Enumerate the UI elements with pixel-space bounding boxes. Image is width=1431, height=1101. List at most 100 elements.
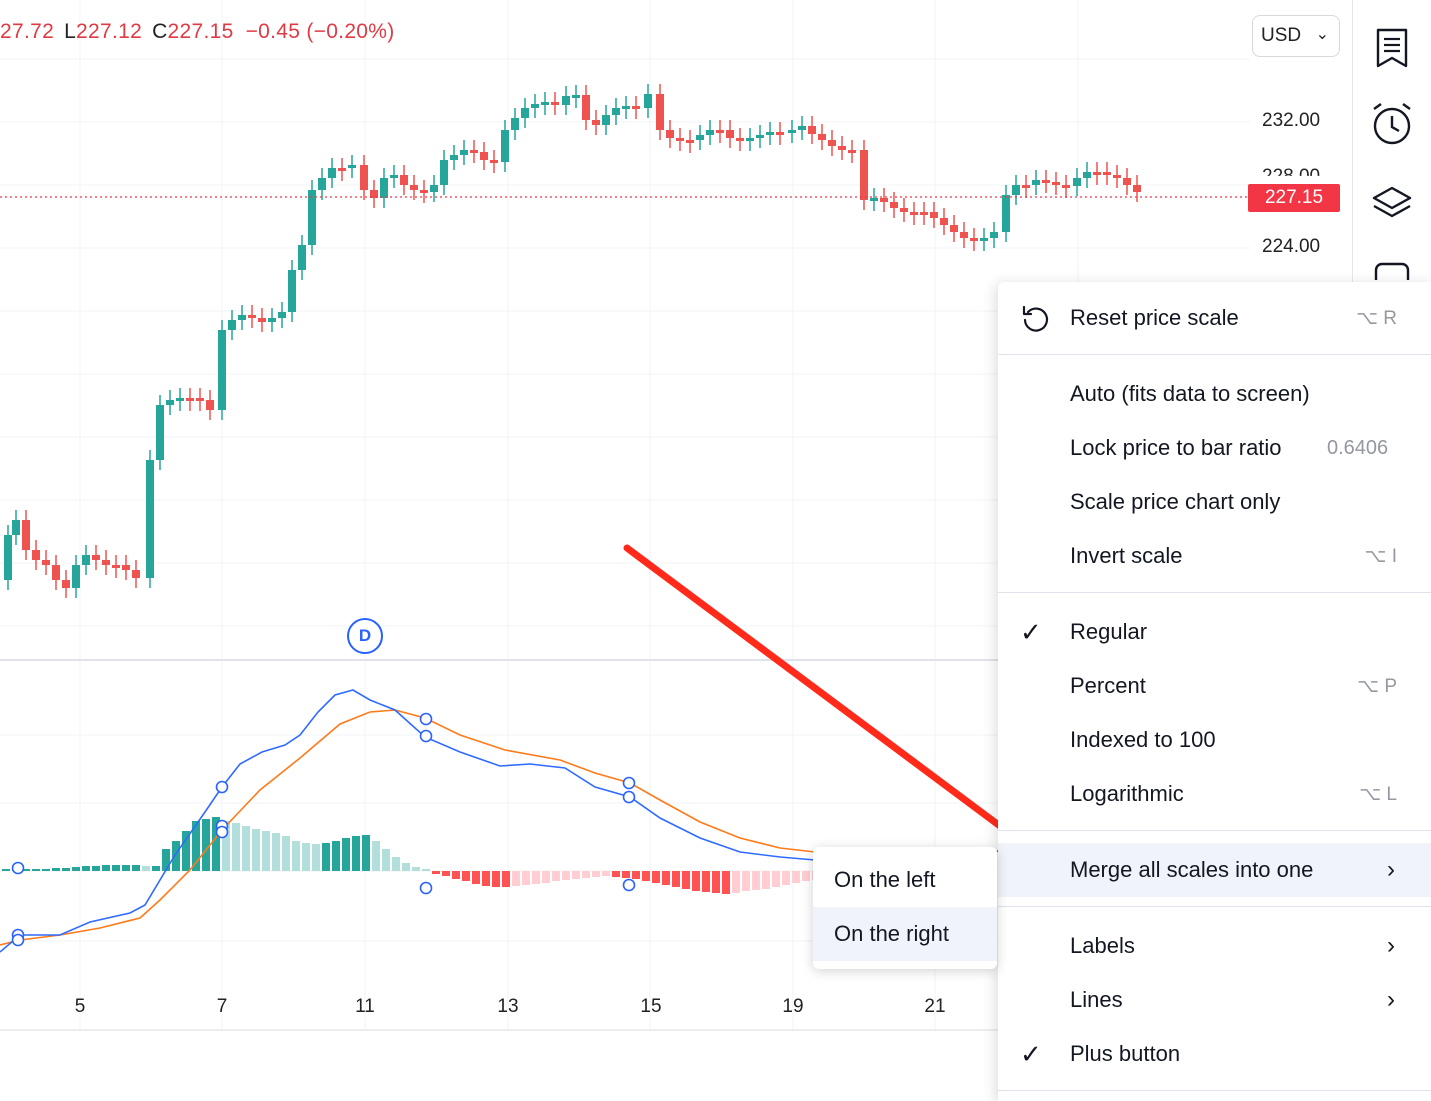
menu-item-lock-ratio[interactable]: Lock price to bar ratio 0.6406 [998,421,1431,475]
candle-body [541,102,549,105]
candle-body [880,198,888,202]
candle-body [920,212,928,215]
watchlist-icon[interactable] [1368,24,1416,72]
histogram-bar [32,869,40,871]
menu-item-invert-scale[interactable]: Invert scale ⌥ I [998,529,1431,583]
menu-divider [998,354,1431,355]
menu-item-label: Plus button [1070,1041,1181,1066]
candle-body [776,132,784,135]
candle-body [238,315,246,320]
candle-body [838,146,846,150]
histogram-bar [752,871,760,890]
submenu-item-on-the-right[interactable]: On the right [813,907,997,961]
candle-body [818,134,826,140]
candle-body [521,108,529,118]
candle-body [706,130,714,135]
menu-item-plus-button[interactable]: ✓ Plus button [998,1027,1431,1081]
candle-body [490,160,498,163]
currency-select[interactable]: USD ⌄ [1252,15,1340,57]
candle-body [900,208,908,212]
candle-body [32,550,40,560]
menu-item-auto[interactable]: Auto (fits data to screen) [998,367,1431,421]
candle-body [480,152,488,160]
candle-body [551,102,559,105]
currency-label: USD [1261,25,1302,46]
macd-line [0,689,816,953]
candle-body [1133,185,1141,192]
candle-body [746,138,754,141]
candle-body [1022,185,1030,188]
layers-icon[interactable] [1368,180,1416,228]
histogram-bar [362,835,370,871]
menu-item-label: Invert scale [1070,543,1183,568]
candle-body [726,130,734,138]
histogram-bar [602,871,610,876]
histogram-bar [532,871,540,884]
candle-body [1123,178,1131,185]
candle-body [112,565,120,568]
menu-divider [998,906,1431,907]
histogram-bar [722,871,730,894]
histogram-bar [522,871,530,885]
candle-body [176,398,184,401]
chevron-right-icon: › [1387,856,1395,883]
menu-item-label: Reset price scale [1070,305,1239,330]
candle-body [440,160,448,185]
histogram-bar [192,821,200,871]
histogram-bar [642,871,650,881]
menu-item-merge-scales[interactable]: Merge all scales into one › [998,843,1431,897]
candle-body [531,104,539,108]
menu-item-regular[interactable]: ✓ Regular [998,605,1431,659]
histogram-bar [262,831,270,871]
candle-body [940,218,948,225]
histogram-bar [332,841,340,871]
candle-body [612,108,620,115]
dividend-marker[interactable]: D [347,618,383,654]
menu-divider [998,830,1431,831]
candle-body [572,95,580,98]
menu-item-percent[interactable]: Percent ⌥ P [998,659,1431,713]
time-tick: 15 [640,996,662,1017]
candle-body [1083,172,1091,178]
histogram-bar [612,871,620,877]
candle-body [1052,182,1060,185]
menu-item-label: Percent [1070,673,1146,698]
crossover-dot [419,729,433,743]
histogram-bar [92,866,100,871]
menu-item-labels[interactable]: Labels › [998,919,1431,973]
candle-body [562,96,570,105]
histogram-bar [582,871,590,878]
candle-body [460,150,468,155]
crossover-dot [419,712,433,726]
menu-item-label: Lock price to bar ratio [1070,435,1282,460]
histogram-bar [372,841,380,871]
candle-body [12,520,20,535]
candle-body [656,94,664,130]
candle-body [206,400,214,410]
menu-item-reset-price-scale[interactable]: Reset price scale ⌥ R [998,291,1431,345]
menu-item-indexed-to-100[interactable]: Indexed to 100 [998,713,1431,767]
histogram-bar [52,868,60,871]
menu-shortcut: ⌥ I [1364,545,1397,567]
submenu-item-on-the-left[interactable]: On the left [813,853,997,907]
candle-body [166,400,174,405]
histogram-bar [592,871,600,877]
histogram-bar [162,849,170,871]
menu-item-lines[interactable]: Lines › [998,973,1431,1027]
chevron-right-icon: › [1387,932,1395,959]
legend-close-value: 227.15 [167,20,234,43]
menu-item-scale-price-only[interactable]: Scale price chart only [998,475,1431,529]
alarm-clock-icon[interactable] [1368,100,1416,148]
time-tick: 21 [924,996,946,1017]
menu-item-logarithmic[interactable]: Logarithmic ⌥ L [998,767,1431,821]
histogram-bar [152,866,160,871]
legend-close-key: C [152,20,168,43]
menu-item-label: Regular [1070,619,1148,644]
histogram-bar [462,871,470,881]
candle-body [102,560,110,565]
candle-body [848,150,856,153]
candle-body [298,245,306,270]
chat-icon[interactable] [1368,252,1416,280]
candle-body [1032,180,1040,185]
candle-body [22,520,30,550]
